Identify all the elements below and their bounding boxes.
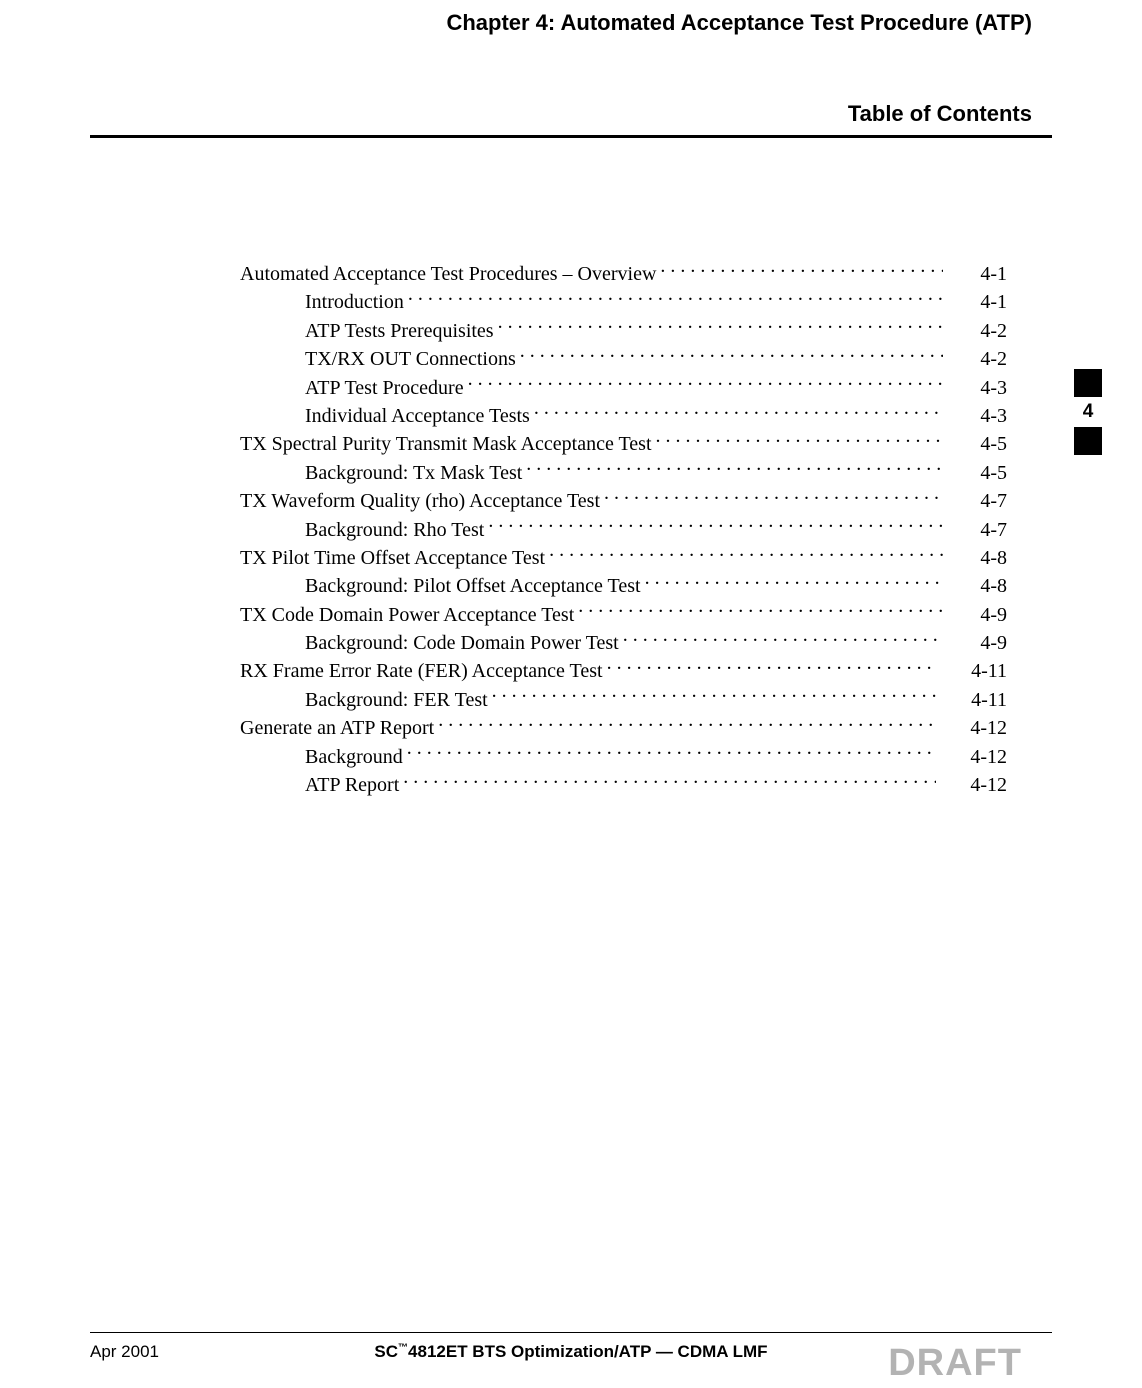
toc-row: TX Waveform Quality (rho) Acceptance Tes…	[240, 487, 1007, 515]
side-tab: 4	[1074, 369, 1102, 455]
toc-row: Introduction 4-1	[240, 288, 1007, 316]
toc-label: ATP Test Procedure	[305, 374, 464, 402]
toc-page: 4-3	[947, 374, 1007, 402]
side-tab-block-bottom	[1074, 427, 1102, 455]
toc-page: 4-9	[947, 629, 1007, 657]
toc-dots	[488, 516, 943, 536]
toc-dots	[403, 771, 936, 791]
toc-row: Individual Acceptance Tests 4-3	[240, 402, 1007, 430]
toc-row: ATP Report 4-12	[240, 771, 1007, 799]
toc-dots	[407, 743, 937, 763]
footer-tm: ™	[398, 1342, 408, 1353]
toc-row: RX Frame Error Rate (FER) Acceptance Tes…	[240, 657, 1007, 685]
toc-row: ATP Test Procedure 4-3	[240, 374, 1007, 402]
toc-row: Background: Code Domain Power Test 4-9	[240, 629, 1007, 657]
toc-label: Background	[305, 743, 403, 771]
toc-page: 4-11	[941, 686, 1007, 714]
toc-page: 4-8	[947, 544, 1007, 572]
header-rule	[90, 135, 1052, 138]
toc-dots	[468, 374, 943, 394]
toc-row: TX Code Domain Power Acceptance Test 4-9	[240, 601, 1007, 629]
toc-row: ATP Tests Prerequisites 4-2	[240, 317, 1007, 345]
toc-page: 4-1	[947, 288, 1007, 316]
toc-label: Background: Code Domain Power Test	[305, 629, 619, 657]
toc-label: Generate an ATP Report	[240, 714, 434, 742]
toc-row: TX Spectral Purity Transmit Mask Accepta…	[240, 430, 1007, 458]
toc-label: Automated Acceptance Test Procedures – O…	[240, 260, 656, 288]
toc-dots	[408, 288, 943, 308]
footer: Apr 2001 SC™4812ET BTS Optimization/ATP …	[90, 1335, 1052, 1380]
toc-dots	[526, 459, 943, 479]
toc-label: Introduction	[305, 288, 404, 316]
toc-label: TX Spectral Purity Transmit Mask Accepta…	[240, 430, 652, 458]
toc-dots	[656, 430, 943, 450]
side-tab-block-top	[1074, 369, 1102, 397]
toc-dots	[534, 402, 943, 422]
side-tab-number: 4	[1074, 397, 1102, 427]
footer-prefix: SC	[374, 1342, 398, 1361]
toc-page: 4-12	[940, 743, 1007, 771]
toc-row: Background: Rho Test 4-7	[240, 516, 1007, 544]
toc-label: Background: Tx Mask Test	[305, 459, 522, 487]
toc-label: TX/RX OUT Connections	[305, 345, 516, 373]
toc-label: Background: FER Test	[305, 686, 488, 714]
toc-dots	[645, 572, 943, 592]
toc-container: Automated Acceptance Test Procedures – O…	[90, 260, 1052, 799]
toc-dots	[492, 686, 937, 706]
toc-page: 4-2	[947, 317, 1007, 345]
toc-dots	[520, 345, 943, 365]
toc-page: 4-8	[947, 572, 1007, 600]
toc-row: Generate an ATP Report 4-12	[240, 714, 1007, 742]
toc-label: TX Waveform Quality (rho) Acceptance Tes…	[240, 487, 600, 515]
toc-page: 4-1	[947, 260, 1007, 288]
toc-label: Individual Acceptance Tests	[305, 402, 530, 430]
toc-page: 4-5	[947, 459, 1007, 487]
toc-page: 4-3	[947, 402, 1007, 430]
page-container: Chapter 4: Automated Acceptance Test Pro…	[0, 0, 1142, 1388]
toc-page: 4-5	[947, 430, 1007, 458]
toc-page: 4-7	[947, 516, 1007, 544]
toc-page: 4-11	[941, 657, 1007, 685]
toc-page: 4-12	[940, 714, 1007, 742]
toc-row: Automated Acceptance Test Procedures – O…	[240, 260, 1007, 288]
toc-label: ATP Tests Prerequisites	[305, 317, 494, 345]
toc-label: Background: Pilot Offset Acceptance Test	[305, 572, 641, 600]
toc-row: Background: Tx Mask Test 4-5	[240, 459, 1007, 487]
toc-dots	[623, 629, 943, 649]
toc-page: 4-12	[940, 771, 1007, 799]
toc-dots	[604, 487, 943, 507]
toc-label: TX Pilot Time Offset Acceptance Test	[240, 544, 545, 572]
chapter-title: Chapter 4: Automated Acceptance Test Pro…	[90, 0, 1052, 36]
toc-page: 4-2	[947, 345, 1007, 373]
toc-row: TX/RX OUT Connections 4-2	[240, 345, 1007, 373]
toc-row: Background 4-12	[240, 743, 1007, 771]
toc-label: Background: Rho Test	[305, 516, 484, 544]
toc-row: Background: Pilot Offset Acceptance Test…	[240, 572, 1007, 600]
toc-title: Table of Contents	[90, 36, 1052, 127]
toc-label: TX Code Domain Power Acceptance Test	[240, 601, 574, 629]
toc-dots	[498, 317, 943, 337]
footer-suffix: 4812ET BTS Optimization/ATP — CDMA LMF	[408, 1342, 768, 1361]
toc-dots	[549, 544, 943, 564]
footer-rule	[90, 1332, 1052, 1333]
toc-label: ATP Report	[305, 771, 399, 799]
toc-page: 4-9	[947, 601, 1007, 629]
toc-page: 4-7	[947, 487, 1007, 515]
toc-dots	[438, 714, 936, 734]
toc-row: TX Pilot Time Offset Acceptance Test 4-8	[240, 544, 1007, 572]
toc-row: Background: FER Test 4-11	[240, 686, 1007, 714]
toc-dots	[607, 657, 938, 677]
toc-label: RX Frame Error Rate (FER) Acceptance Tes…	[240, 657, 603, 685]
draft-watermark: DRAFT	[888, 1342, 1022, 1385]
toc-dots	[660, 260, 943, 280]
toc-dots	[578, 601, 943, 621]
